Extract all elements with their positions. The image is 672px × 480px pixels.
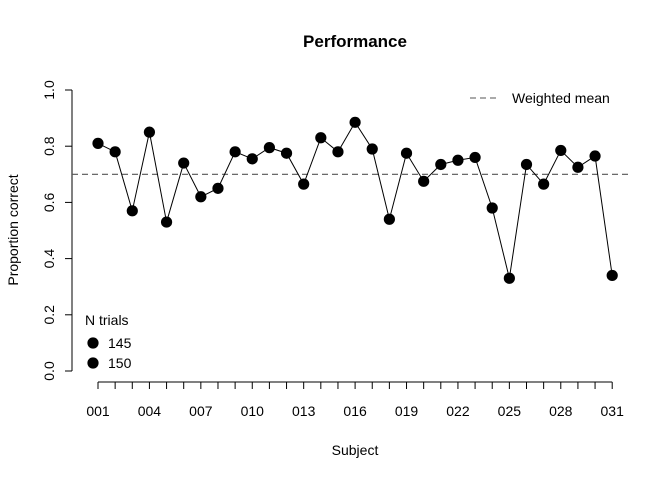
data-point	[212, 182, 224, 194]
x-tick-label: 001	[86, 403, 110, 419]
reference-legend: Weighted mean	[470, 90, 610, 106]
size-legend-label-145: 145	[108, 335, 132, 351]
x-tick-label: 025	[498, 403, 522, 419]
data-point	[452, 154, 464, 166]
y-tick-label: 0.6	[41, 192, 57, 212]
data-point	[143, 126, 156, 138]
data-point	[246, 153, 258, 165]
y-tick-label: 0.0	[41, 361, 57, 381]
x-tick-label: 028	[549, 403, 573, 419]
data-point	[126, 205, 138, 217]
y-tick-label: 1.0	[41, 80, 57, 100]
x-tick-label: 013	[292, 403, 316, 419]
x-tick-label: 016	[343, 403, 367, 419]
x-tick-label: 031	[601, 403, 625, 419]
data-point	[315, 132, 327, 144]
x-axis-label: Subject	[332, 442, 379, 458]
y-axis-label: Proportion correct	[5, 174, 21, 285]
x-axis: 001 004 007 010 013 016 019 022 025 028 031	[86, 381, 625, 419]
y-tick-label: 0.4	[41, 249, 57, 269]
data-point	[178, 157, 190, 169]
size-legend-marker-150	[87, 357, 99, 369]
data-point	[606, 269, 618, 282]
data-point	[572, 161, 584, 173]
size-legend: N trials 145 150	[85, 312, 132, 371]
data-point	[109, 146, 121, 158]
data-point	[160, 216, 173, 228]
data-point	[486, 202, 498, 214]
data-point	[366, 143, 378, 155]
data-point	[469, 151, 481, 164]
size-legend-marker-145	[87, 337, 99, 349]
data-point	[280, 147, 293, 159]
data-point	[195, 191, 207, 203]
size-legend-title: N trials	[85, 312, 129, 328]
data-point	[503, 272, 515, 284]
y-tick-label: 0.8	[41, 136, 57, 156]
x-tick-label: 010	[241, 403, 265, 419]
data-point	[349, 116, 361, 128]
x-tick-label: 004	[138, 403, 162, 419]
x-tick-label: 019	[395, 403, 419, 419]
data-point	[229, 146, 241, 158]
y-tick-label: 0.2	[41, 305, 57, 325]
data-point	[298, 178, 310, 190]
data-point	[332, 146, 344, 158]
data-series	[92, 116, 618, 284]
series-line	[97, 121, 613, 279]
data-point	[418, 175, 430, 187]
x-tick-label: 022	[446, 403, 470, 419]
reference-legend-label: Weighted mean	[512, 90, 610, 106]
size-legend-label-150: 150	[108, 355, 132, 371]
data-point	[383, 213, 395, 225]
chart-title: Performance	[303, 32, 407, 51]
data-point	[92, 137, 104, 149]
series-points	[92, 116, 618, 284]
data-point	[263, 142, 275, 154]
data-point	[555, 144, 567, 157]
data-point	[589, 150, 601, 162]
x-tick-label: 007	[189, 403, 213, 419]
data-point	[400, 147, 413, 159]
data-point	[520, 158, 533, 171]
data-point	[435, 158, 447, 171]
data-point	[538, 178, 550, 190]
y-axis: 0.0 0.2 0.4 0.6 0.8 1.0	[41, 80, 73, 381]
